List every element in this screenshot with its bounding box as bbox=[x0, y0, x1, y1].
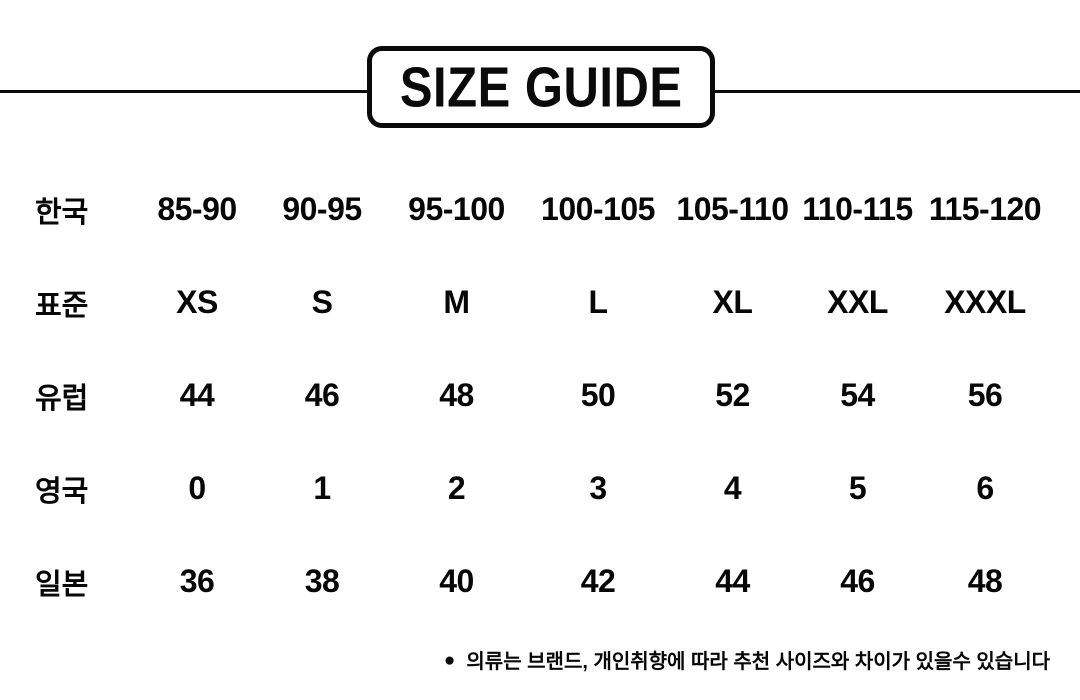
size-cell: 115-120 bbox=[928, 191, 1042, 227]
table-row-europe: 유럽 44 46 48 50 52 54 56 bbox=[0, 349, 1052, 442]
table-row-standard: 표준 XS S M L XL XXL XXXL bbox=[0, 256, 1052, 349]
size-cell: 46 bbox=[840, 563, 875, 599]
size-cell: 54 bbox=[840, 377, 875, 413]
size-cell: 3 bbox=[589, 470, 607, 506]
size-cell: 5 bbox=[848, 470, 867, 506]
size-cell: 52 bbox=[715, 377, 750, 413]
row-label-uk: 영국 bbox=[35, 475, 89, 508]
size-cell: 2 bbox=[447, 470, 466, 506]
size-cell: 0 bbox=[188, 470, 206, 506]
size-cell: 44 bbox=[715, 563, 750, 599]
row-label-europe: 유럽 bbox=[35, 382, 89, 415]
title-box: SIZE GUIDE bbox=[367, 46, 715, 128]
size-cell: M bbox=[443, 284, 470, 320]
size-cell: XL bbox=[712, 284, 753, 320]
size-cell: 90-95 bbox=[282, 191, 362, 227]
row-label-korea: 한국 bbox=[35, 196, 89, 229]
footnote: ● 의류는 브랜드, 개인취향에 따라 추천 사이즈와 차이가 있을수 있습니다 bbox=[444, 645, 1050, 674]
size-cell: 56 bbox=[967, 377, 1003, 413]
size-cell: XXXL bbox=[944, 284, 1026, 320]
size-cell: 48 bbox=[967, 563, 1003, 599]
size-cell: L bbox=[588, 284, 608, 320]
row-label-standard: 표준 bbox=[35, 289, 89, 322]
size-cell: 110-115 bbox=[802, 191, 913, 227]
size-cell: 44 bbox=[179, 377, 215, 413]
size-table: 한국 85-90 90-95 95-100 100-105 105-110 11… bbox=[0, 163, 1052, 628]
size-cell: 42 bbox=[580, 563, 616, 599]
size-cell: 46 bbox=[304, 377, 340, 413]
size-cell: 48 bbox=[439, 377, 474, 413]
size-cell: 4 bbox=[723, 470, 742, 506]
size-cell: 105-110 bbox=[676, 191, 789, 227]
size-cell: 38 bbox=[304, 563, 340, 599]
size-cell: 50 bbox=[580, 377, 616, 413]
page-title: SIZE GUIDE bbox=[399, 55, 683, 119]
size-cell: 85-90 bbox=[157, 191, 237, 227]
table-row-uk: 영국 0 1 2 3 4 5 6 bbox=[0, 442, 1052, 535]
table-row-korea: 한국 85-90 90-95 95-100 100-105 105-110 11… bbox=[0, 163, 1052, 256]
table-row-japan: 일본 36 38 40 42 44 46 48 bbox=[0, 535, 1052, 628]
size-cell: 6 bbox=[976, 470, 994, 506]
size-cell: 100-105 bbox=[541, 191, 655, 227]
size-cell: S bbox=[311, 284, 333, 320]
row-label-japan: 일본 bbox=[35, 568, 89, 601]
size-cell: XXL bbox=[827, 284, 888, 320]
size-cell: 40 bbox=[439, 563, 474, 599]
footnote-text: 의류는 브랜드, 개인취향에 따라 추천 사이즈와 차이가 있을수 있습니다 bbox=[466, 651, 1050, 673]
bullet-icon: ● bbox=[443, 650, 456, 671]
size-cell: XS bbox=[176, 284, 218, 320]
size-cell: 95-100 bbox=[408, 191, 505, 227]
size-cell: 36 bbox=[179, 563, 215, 599]
size-cell: 1 bbox=[313, 470, 331, 506]
